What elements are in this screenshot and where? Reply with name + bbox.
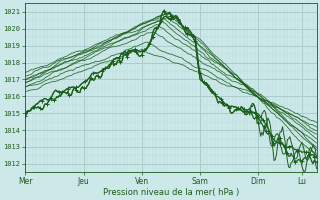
X-axis label: Pression niveau de la mer( hPa ): Pression niveau de la mer( hPa ) [103, 188, 239, 197]
